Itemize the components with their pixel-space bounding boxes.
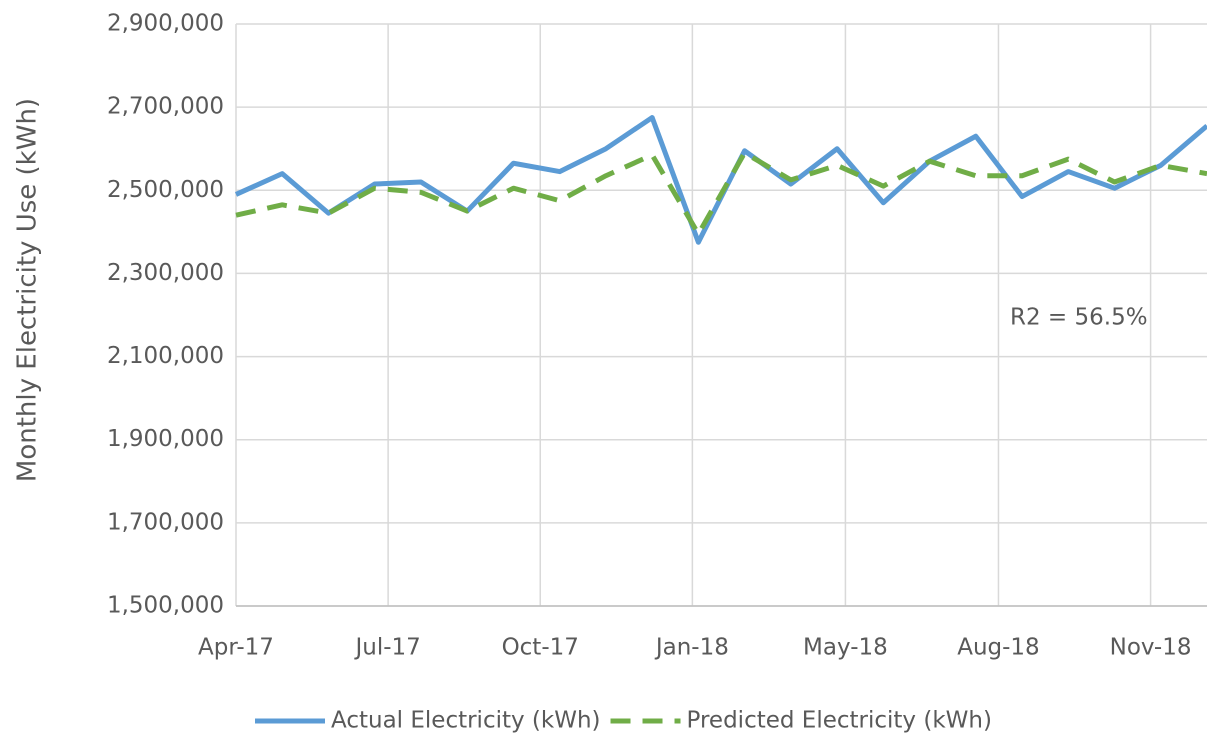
x-tick-label: Nov-18 [1110,635,1192,661]
x-tick-label: May-18 [803,635,888,661]
y-tick-label: 2,100,000 [107,343,224,369]
x-tick-label: Jul-17 [353,635,420,661]
y-tick-label: 1,500,000 [107,593,224,619]
y-tick-label: 1,700,000 [107,509,224,535]
x-tick-label: Jan-18 [654,635,729,661]
y-tick-label: 1,900,000 [107,426,224,452]
y-axis-title: Monthly Electricity Use (kWh) [13,98,43,482]
series-line [235,150,1207,237]
x-tick-label: Aug-18 [957,635,1039,661]
legend-label: Actual Electricity (kWh) [331,708,601,734]
y-tick-label: 2,300,000 [107,260,224,286]
annotation: R2 = 56.5% [1010,305,1148,331]
y-tick-label: 2,900,000 [107,11,224,37]
y-tick-label: 2,700,000 [107,94,224,120]
x-tick-label: Oct-17 [502,635,579,661]
x-tick-label: Apr-17 [198,635,274,661]
legend-label: Predicted Electricity (kWh) [687,708,992,734]
series-line [234,115,1207,245]
y-tick-label: 2,500,000 [107,177,224,203]
